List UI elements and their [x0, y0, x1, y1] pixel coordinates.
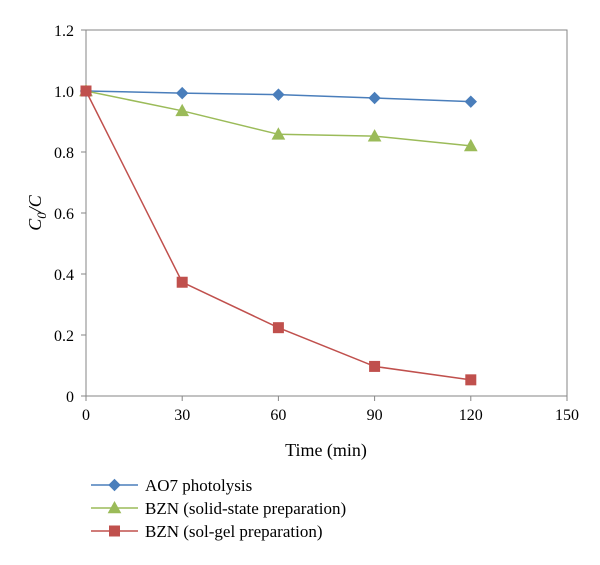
x-tick-label: 150 — [555, 407, 579, 424]
plot-frame — [85, 29, 568, 397]
legend-marker — [108, 478, 121, 492]
legend-item: BZN (solid-state preparation) — [91, 499, 346, 518]
data-point — [80, 85, 92, 97]
data-point — [464, 95, 478, 108]
y-axis-title-sub: 0 — [34, 212, 49, 219]
data-point — [175, 86, 189, 100]
y-tick-label: 0 — [66, 389, 74, 406]
x-axis-ticks: 0 30 60 90 120 150 — [82, 396, 579, 424]
series-1 — [79, 84, 478, 108]
y-tick-label: 0.6 — [54, 206, 74, 223]
legend-marker — [107, 500, 122, 514]
legend-label: BZN (sol-gel preparation) — [145, 522, 323, 541]
data-point — [465, 374, 477, 386]
data-point — [176, 276, 188, 288]
y-tick-label: 0.4 — [54, 267, 74, 284]
data-point — [272, 88, 285, 101]
legend-label: BZN (solid-state preparation) — [145, 499, 346, 518]
y-tick-label: 1.0 — [54, 84, 74, 101]
y-tick-label: 0.8 — [54, 145, 74, 162]
legend-label: AO7 photolysis — [145, 476, 252, 495]
data-point — [368, 91, 381, 105]
y-axis-ticks: 0 0.2 0.4 0.6 0.8 1.0 1.2 — [54, 23, 86, 406]
y-axis-title-main: C — [25, 218, 45, 231]
y-axis-title: C0/C — [25, 194, 49, 231]
legend-item: AO7 photolysis — [91, 476, 252, 495]
x-axis-title: Time (min) — [285, 440, 367, 461]
y-tick-label: 0.2 — [54, 328, 74, 345]
data-point — [367, 129, 382, 142]
series-3 — [80, 85, 477, 386]
x-tick-label: 0 — [82, 407, 90, 424]
legend: AO7 photolysis BZN (solid-state preparati… — [91, 476, 346, 541]
data-point — [463, 138, 478, 152]
data-point — [272, 322, 284, 334]
data-point — [175, 103, 190, 117]
x-tick-label: 30 — [174, 407, 190, 424]
y-tick-label: 1.2 — [54, 23, 74, 40]
legend-marker — [109, 525, 120, 537]
data-point — [271, 127, 286, 140]
data-point — [369, 360, 381, 372]
x-tick-label: 90 — [367, 407, 383, 424]
legend-item: BZN (sol-gel preparation) — [91, 522, 323, 541]
series-layer — [79, 83, 478, 386]
x-tick-label: 120 — [459, 407, 483, 424]
y-axis-title-tail: /C — [25, 194, 45, 213]
x-tick-label: 60 — [270, 407, 286, 424]
